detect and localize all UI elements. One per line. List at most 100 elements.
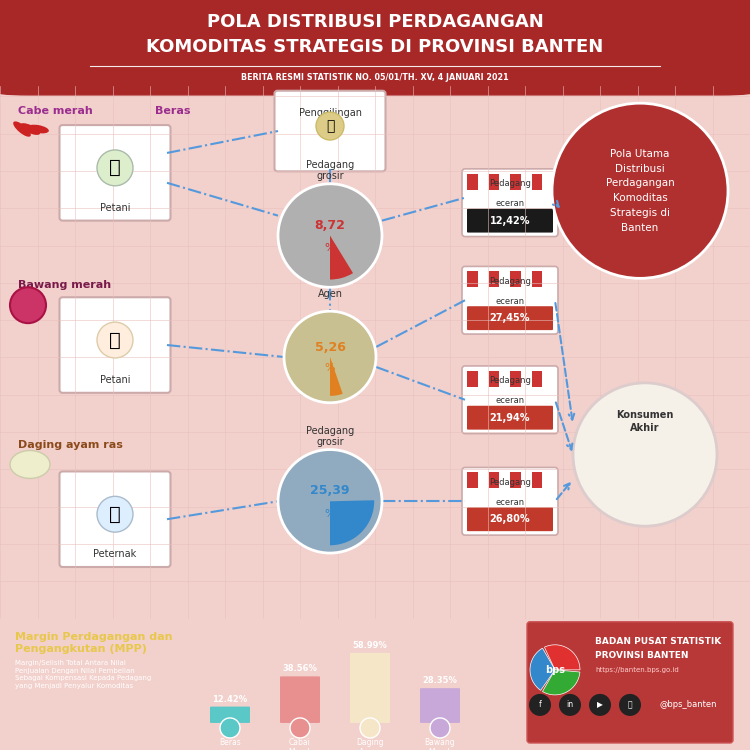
FancyBboxPatch shape (520, 371, 532, 387)
Text: 25,39: 25,39 (310, 484, 350, 497)
FancyBboxPatch shape (462, 467, 558, 536)
Text: bps: bps (545, 664, 565, 675)
Circle shape (529, 694, 551, 716)
Text: 58.99%: 58.99% (352, 640, 387, 650)
Circle shape (220, 718, 240, 738)
FancyBboxPatch shape (274, 91, 386, 171)
FancyBboxPatch shape (467, 272, 478, 287)
Text: Akhir: Akhir (630, 423, 660, 433)
Ellipse shape (13, 122, 31, 136)
Circle shape (360, 718, 380, 738)
FancyBboxPatch shape (350, 652, 390, 723)
FancyBboxPatch shape (500, 371, 510, 387)
Text: grosir: grosir (316, 436, 344, 446)
FancyBboxPatch shape (467, 209, 553, 232)
Text: PROVINSI BANTEN: PROVINSI BANTEN (595, 651, 688, 660)
FancyBboxPatch shape (542, 371, 553, 387)
FancyBboxPatch shape (520, 174, 532, 190)
Wedge shape (330, 236, 353, 280)
Circle shape (430, 718, 450, 738)
Text: Petani: Petani (100, 202, 130, 213)
Text: grosir: grosir (316, 171, 344, 181)
Circle shape (278, 184, 382, 287)
FancyBboxPatch shape (467, 406, 553, 430)
Text: https://banten.bps.go.id: https://banten.bps.go.id (595, 667, 679, 673)
Text: eceran: eceran (496, 297, 524, 306)
Text: %: % (325, 244, 335, 254)
Circle shape (573, 382, 717, 526)
Text: 27,45%: 27,45% (490, 314, 530, 323)
Text: Pedagang: Pedagang (489, 179, 531, 188)
Text: eceran: eceran (496, 498, 524, 507)
Text: in: in (566, 700, 574, 709)
FancyBboxPatch shape (500, 472, 510, 488)
Text: eceran: eceran (496, 200, 524, 208)
Circle shape (589, 694, 611, 716)
Circle shape (290, 718, 310, 738)
FancyBboxPatch shape (510, 174, 520, 190)
Text: 38.56%: 38.56% (283, 664, 317, 674)
FancyBboxPatch shape (478, 174, 488, 190)
Text: 5,26: 5,26 (314, 341, 346, 354)
FancyBboxPatch shape (467, 472, 478, 488)
FancyBboxPatch shape (532, 472, 542, 488)
Wedge shape (544, 645, 580, 670)
FancyBboxPatch shape (488, 371, 500, 387)
Circle shape (97, 496, 133, 532)
FancyBboxPatch shape (520, 472, 532, 488)
FancyBboxPatch shape (520, 272, 532, 287)
Text: Bawang
Merah: Bawang Merah (424, 738, 455, 750)
Text: eceran: eceran (496, 396, 524, 405)
Text: Penggilingan: Penggilingan (298, 108, 362, 118)
Text: @bps_banten: @bps_banten (660, 700, 718, 709)
Text: Agen: Agen (317, 290, 343, 299)
Text: Margin Perdagangan dan
Pengangkutan (MPP): Margin Perdagangan dan Pengangkutan (MPP… (15, 632, 173, 654)
Text: %: % (325, 364, 335, 374)
Text: Pedagang: Pedagang (489, 478, 531, 487)
Wedge shape (530, 648, 555, 690)
Text: %: % (325, 509, 335, 519)
FancyBboxPatch shape (467, 174, 478, 190)
Text: 🐦: 🐦 (628, 700, 632, 709)
FancyBboxPatch shape (462, 366, 558, 434)
FancyBboxPatch shape (210, 706, 250, 723)
FancyBboxPatch shape (467, 507, 553, 531)
Text: Pedagang: Pedagang (306, 160, 354, 170)
FancyBboxPatch shape (542, 472, 553, 488)
FancyBboxPatch shape (478, 371, 488, 387)
Text: Pedagang: Pedagang (489, 376, 531, 386)
FancyBboxPatch shape (532, 371, 542, 387)
Circle shape (97, 150, 133, 186)
Text: Pedagang: Pedagang (489, 277, 531, 286)
Text: 21,94%: 21,94% (490, 413, 530, 423)
Circle shape (552, 104, 728, 278)
Ellipse shape (27, 124, 49, 134)
FancyBboxPatch shape (500, 174, 510, 190)
Text: f: f (538, 700, 542, 709)
Text: 12.42%: 12.42% (212, 694, 248, 703)
Ellipse shape (20, 123, 40, 135)
Ellipse shape (10, 451, 50, 478)
Text: BERITA RESMI STATISTIK NO. 05/01/TH. XV, 4 JANUARI 2021: BERITA RESMI STATISTIK NO. 05/01/TH. XV,… (242, 74, 509, 82)
FancyBboxPatch shape (478, 272, 488, 287)
Text: Petani: Petani (100, 375, 130, 385)
Text: POLA DISTRIBUSI PERDAGANGAN: POLA DISTRIBUSI PERDAGANGAN (206, 13, 543, 32)
Text: Daging ayam ras: Daging ayam ras (18, 440, 123, 449)
Text: Pedagang: Pedagang (306, 425, 354, 436)
Text: 26,80%: 26,80% (490, 514, 530, 524)
Wedge shape (330, 357, 343, 396)
FancyBboxPatch shape (500, 272, 510, 287)
FancyBboxPatch shape (462, 169, 558, 236)
FancyBboxPatch shape (488, 272, 500, 287)
Text: BADAN PUSAT STATISTIK: BADAN PUSAT STATISTIK (595, 638, 722, 646)
Circle shape (316, 112, 344, 140)
Circle shape (559, 694, 581, 716)
Text: Beras: Beras (219, 738, 241, 747)
Circle shape (278, 449, 382, 553)
Text: Daging
Ayam
Ras: Daging Ayam Ras (356, 738, 384, 750)
FancyBboxPatch shape (280, 676, 320, 723)
Text: Konsumen: Konsumen (616, 410, 674, 420)
Text: Beras: Beras (155, 106, 190, 116)
FancyBboxPatch shape (532, 272, 542, 287)
Text: KOMODITAS STRATEGIS DI PROVINSI BANTEN: KOMODITAS STRATEGIS DI PROVINSI BANTEN (146, 38, 604, 56)
